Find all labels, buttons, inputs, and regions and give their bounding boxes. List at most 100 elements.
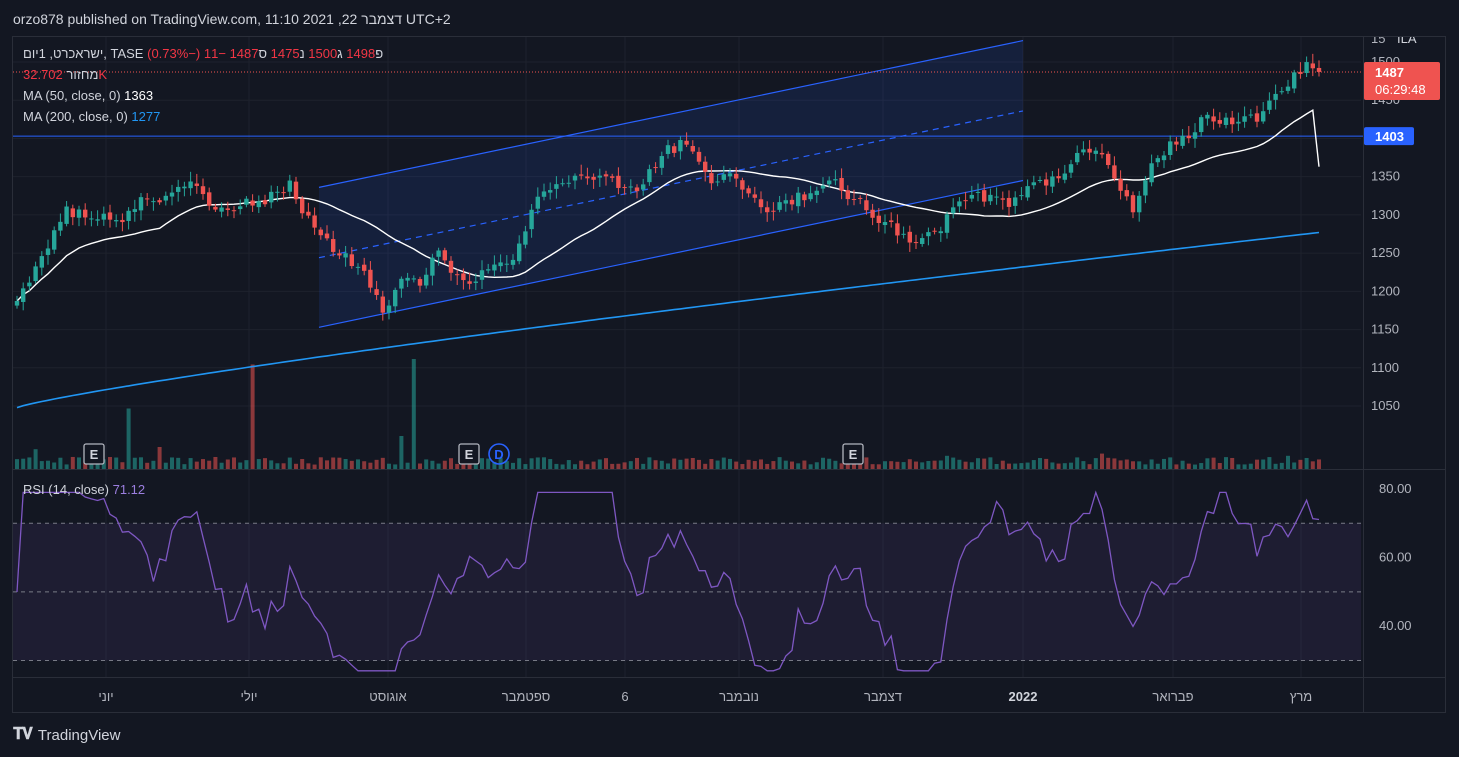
volume-bar	[294, 463, 298, 469]
candle	[665, 139, 671, 159]
price-tick: 1100	[1371, 360, 1399, 375]
volume-bar	[808, 464, 813, 469]
candle	[405, 272, 410, 288]
candle	[312, 207, 317, 235]
candle	[839, 168, 844, 200]
time-tick: 6	[621, 689, 628, 704]
candle	[120, 213, 125, 232]
candle-body	[510, 259, 516, 265]
candle-body	[21, 288, 26, 302]
candle-body	[200, 186, 206, 195]
candle	[1211, 108, 1216, 130]
volume-bar	[449, 458, 453, 469]
tradingview-brand[interactable]: 𝐓𝐕 TradingView	[13, 726, 120, 744]
candle-body	[1261, 111, 1266, 122]
volume-bar	[101, 459, 106, 469]
candle-body	[907, 231, 912, 243]
tradingview-logo-icon: 𝐓𝐕	[13, 726, 33, 743]
candle	[1223, 112, 1229, 129]
volume-bar	[325, 460, 329, 469]
volume-bar	[1019, 463, 1024, 469]
marker-text: E	[465, 447, 474, 462]
candle	[1068, 159, 1074, 178]
candle-body	[424, 274, 429, 286]
volume-bar	[1100, 453, 1104, 469]
chart-container[interactable]: 15150014501350130012501200115011001050IL…	[12, 36, 1446, 713]
volume-bar	[1242, 464, 1247, 469]
candle	[250, 194, 255, 212]
volume-bar	[783, 460, 788, 469]
candle-body	[194, 183, 199, 186]
candle	[1149, 154, 1154, 187]
volume-bar	[269, 460, 274, 469]
volume-bar	[1112, 458, 1117, 469]
candle-body	[808, 193, 813, 200]
volume-bar	[1236, 464, 1241, 469]
candle	[256, 195, 261, 214]
event-marker-E[interactable]: E	[83, 443, 105, 465]
volume-bar	[1205, 458, 1210, 469]
channel-mid	[318, 110, 1024, 259]
candle	[616, 167, 621, 195]
candle	[808, 185, 813, 202]
candle-body	[827, 180, 832, 185]
chart-canvas[interactable]: 15150014501350130012501200115011001050IL…	[13, 37, 1445, 712]
candle-body	[1292, 72, 1297, 89]
candle	[430, 253, 435, 286]
candle-body	[275, 191, 280, 193]
legend-change: −11 (−0.73%)	[147, 46, 226, 61]
candle	[33, 261, 38, 284]
candle	[845, 185, 850, 206]
candle-body	[752, 194, 757, 198]
volume-bar	[1013, 463, 1018, 469]
candle	[901, 226, 906, 239]
event-marker-E[interactable]: E	[458, 443, 480, 465]
candle-body	[386, 305, 392, 313]
candle	[467, 272, 472, 290]
candle	[1093, 147, 1098, 162]
candle	[380, 290, 385, 321]
candle	[572, 173, 578, 190]
legend-volume[interactable]: מחזור 32.702K	[23, 67, 107, 82]
candle	[293, 176, 299, 204]
volume-bar	[957, 459, 962, 469]
candle-body	[820, 185, 826, 189]
axes: 15150014501350130012501200115011001050IL…	[98, 37, 1440, 704]
legend-high-label: ג	[337, 46, 343, 61]
candle	[318, 227, 323, 240]
legend-ma200[interactable]: MA (200, close, 0) 1277	[23, 109, 160, 124]
candle-body	[33, 266, 38, 282]
candle-body	[120, 219, 125, 223]
candle-body	[114, 220, 119, 222]
candle	[1279, 86, 1284, 95]
volume-bar	[380, 457, 385, 469]
volume-bar	[287, 457, 292, 469]
candle	[560, 178, 565, 187]
legend-ma50[interactable]: MA (50, close, 0) 1363	[23, 88, 153, 103]
volume-bar	[232, 457, 236, 469]
event-marker-E[interactable]: E	[842, 443, 864, 465]
candle	[951, 198, 956, 219]
legend-rsi[interactable]: RSI (14, close) 71.12	[23, 482, 145, 497]
volume-bar	[914, 461, 918, 469]
candle-body	[603, 174, 609, 177]
volume-bar	[666, 463, 670, 469]
legend-symbol[interactable]: ישראכרט, 1יום, TASE	[23, 46, 144, 61]
time-tick: יולי	[240, 689, 257, 704]
candle	[417, 276, 423, 293]
volume-bar	[523, 464, 528, 469]
volume-bar	[194, 461, 199, 469]
candle-body	[331, 239, 336, 252]
volume-bar	[610, 463, 615, 469]
candle-body	[355, 266, 361, 268]
event-marker-D[interactable]: D	[488, 443, 510, 465]
candle-body	[684, 140, 689, 145]
candle-body	[988, 194, 993, 202]
volume-bar	[337, 457, 342, 469]
candle	[1106, 151, 1111, 169]
candle-body	[851, 199, 857, 201]
candle	[1310, 53, 1315, 77]
candle	[690, 140, 695, 155]
candle-body	[839, 177, 844, 191]
